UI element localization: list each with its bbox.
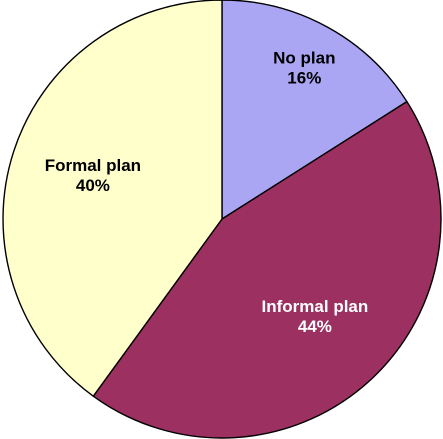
pie-slice-no-plan (221, 0, 408, 220)
pie-slice-formal-plan (2, 0, 223, 397)
slice-label-informal-plan: Informal plan (262, 297, 369, 316)
pie-slice-informal-plan (92, 100, 442, 439)
slice-value-formal-plan: 40% (76, 176, 110, 195)
slice-value-informal-plan: 44% (298, 317, 332, 336)
slice-label-formal-plan: Formal plan (45, 156, 141, 175)
slice-label-no-plan: No plan (273, 48, 335, 67)
slice-value-no-plan: 16% (287, 68, 321, 87)
